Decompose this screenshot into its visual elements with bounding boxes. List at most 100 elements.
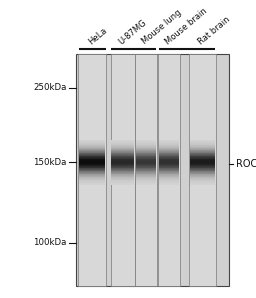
Bar	[190, 152, 215, 153]
Bar	[190, 140, 215, 141]
Bar	[159, 181, 179, 182]
Bar	[136, 177, 156, 178]
Bar	[79, 145, 105, 146]
Bar	[136, 183, 156, 184]
Bar	[159, 165, 179, 166]
Bar	[190, 175, 215, 176]
Bar	[111, 146, 134, 147]
Bar	[111, 162, 134, 163]
Bar	[111, 147, 134, 148]
Bar	[159, 160, 179, 161]
Bar	[111, 180, 134, 181]
Bar	[79, 155, 105, 156]
Bar	[159, 169, 179, 170]
Text: Mouse brain: Mouse brain	[163, 6, 209, 46]
Bar	[111, 148, 134, 149]
Bar	[159, 158, 179, 159]
Bar	[136, 179, 156, 180]
Bar	[190, 169, 215, 170]
Bar	[159, 166, 179, 167]
Bar	[159, 162, 179, 163]
Bar	[79, 153, 105, 154]
Bar	[190, 154, 215, 155]
Bar	[190, 168, 215, 169]
Text: ROCK2: ROCK2	[236, 159, 256, 169]
Bar	[136, 170, 156, 171]
Bar	[136, 142, 156, 143]
Bar	[111, 143, 134, 144]
Bar	[136, 148, 156, 149]
Bar	[111, 141, 134, 142]
Bar	[79, 174, 105, 175]
Bar	[79, 169, 105, 170]
Bar	[79, 161, 105, 162]
Bar	[159, 168, 179, 169]
Bar	[111, 54, 135, 286]
Bar	[79, 168, 105, 169]
Bar	[159, 146, 179, 147]
Bar	[136, 144, 156, 145]
Bar	[190, 181, 215, 182]
Bar	[159, 179, 179, 180]
Bar	[159, 156, 179, 157]
Bar	[111, 175, 134, 176]
Bar	[190, 149, 215, 150]
Bar	[111, 168, 134, 169]
Bar	[159, 175, 179, 176]
Bar	[111, 167, 134, 168]
Bar	[159, 170, 179, 171]
Bar	[79, 147, 105, 148]
Bar	[190, 170, 215, 171]
Bar	[79, 143, 105, 144]
Bar	[190, 163, 215, 164]
Bar	[136, 147, 156, 148]
Bar	[190, 146, 215, 147]
Bar	[76, 54, 229, 286]
Text: HeLa: HeLa	[86, 26, 109, 46]
Bar	[111, 156, 134, 157]
Bar	[159, 183, 179, 184]
Bar	[79, 146, 105, 147]
Bar	[111, 158, 134, 159]
Bar	[159, 167, 179, 168]
Bar	[79, 170, 105, 171]
Bar	[79, 179, 105, 180]
Bar	[111, 174, 134, 175]
Bar	[79, 156, 105, 157]
Text: 100kDa: 100kDa	[33, 238, 67, 247]
Bar	[79, 175, 105, 176]
Bar	[136, 168, 156, 169]
Bar	[190, 166, 215, 167]
Bar	[189, 54, 216, 286]
Bar	[190, 155, 215, 156]
Bar	[190, 160, 215, 161]
Bar	[159, 184, 179, 185]
Bar	[111, 164, 134, 165]
Bar	[136, 181, 156, 182]
Bar	[136, 178, 156, 179]
Bar	[111, 166, 134, 167]
Bar	[190, 176, 215, 177]
Bar	[159, 154, 179, 155]
Bar	[79, 152, 105, 153]
Bar	[136, 162, 156, 163]
Bar	[79, 154, 105, 155]
Text: 250kDa: 250kDa	[33, 83, 67, 92]
Bar	[159, 149, 179, 150]
Bar	[159, 151, 179, 152]
Bar	[136, 149, 156, 150]
Bar	[136, 180, 156, 181]
Bar	[79, 171, 105, 172]
Bar	[159, 164, 179, 165]
Bar	[190, 142, 215, 143]
Bar	[79, 182, 105, 183]
Bar	[136, 166, 156, 167]
Bar	[79, 166, 105, 167]
Bar	[136, 151, 156, 152]
Bar	[136, 172, 156, 173]
Bar	[79, 150, 105, 151]
Bar	[136, 155, 156, 156]
Bar	[159, 176, 179, 177]
Bar	[190, 162, 215, 163]
Bar	[159, 153, 179, 154]
